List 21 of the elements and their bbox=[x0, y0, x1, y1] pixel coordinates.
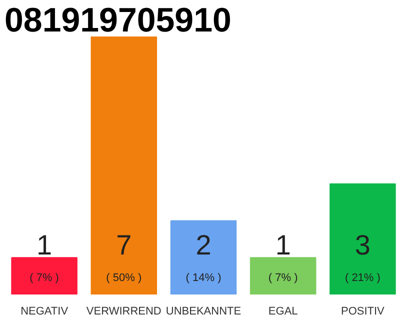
annotation: ( 7% ) bbox=[268, 272, 298, 284]
annotation: ( 21% ) bbox=[344, 272, 380, 284]
bar bbox=[170, 220, 237, 294]
annotation: ( 14% ) bbox=[186, 272, 222, 284]
data-label: 3 bbox=[354, 230, 370, 261]
x-tick-label: EGAL bbox=[268, 306, 298, 318]
data-label: 1 bbox=[36, 230, 52, 261]
x-tick-label: POSITIV bbox=[341, 306, 386, 318]
annotation: ( 50% ) bbox=[106, 272, 142, 284]
data-label: 2 bbox=[196, 230, 212, 261]
bar bbox=[90, 36, 158, 294]
data-label: 7 bbox=[116, 230, 132, 261]
chart-title: 081919705910 bbox=[4, 2, 232, 40]
x-tick-label: VERWIRREND bbox=[86, 306, 162, 318]
data-label: 1 bbox=[275, 230, 291, 261]
x-tick-label: NEGATIV bbox=[20, 306, 69, 318]
bar bbox=[330, 183, 396, 294]
annotation: ( 7% ) bbox=[30, 272, 59, 284]
x-tick-label: UNBEKANNTE bbox=[166, 306, 242, 318]
bar bbox=[250, 257, 316, 294]
bar bbox=[11, 257, 78, 294]
